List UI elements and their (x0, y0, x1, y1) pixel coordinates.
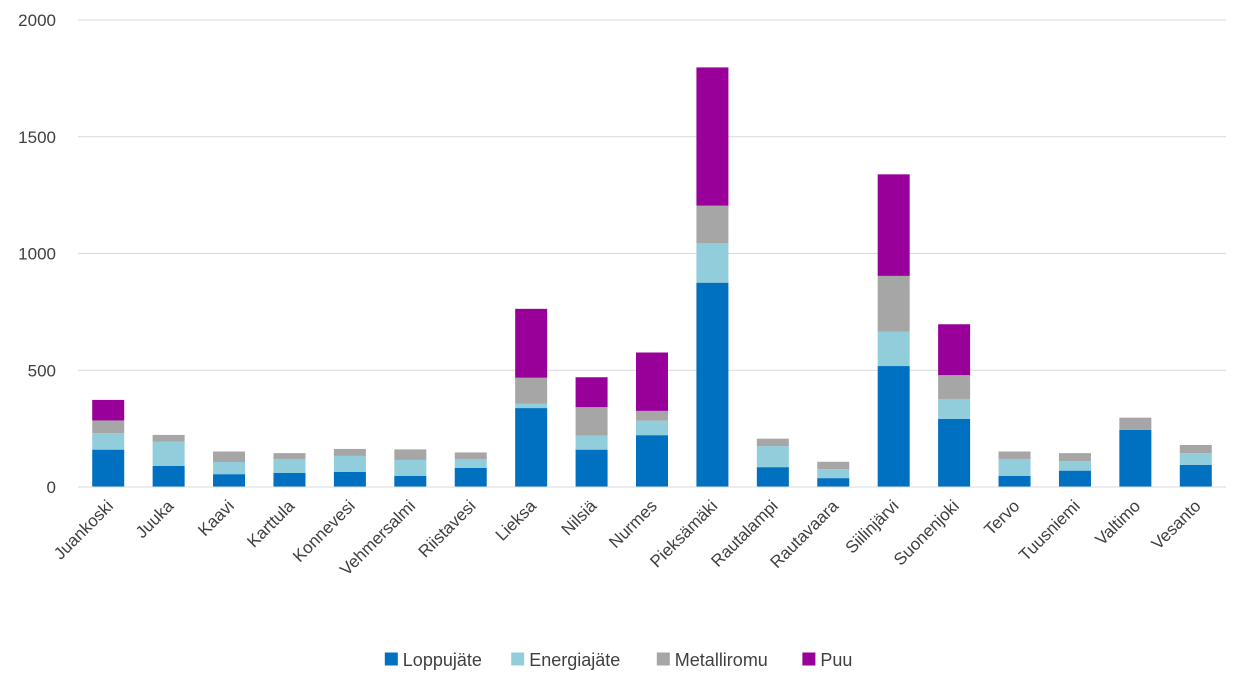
bar-segment-energiajäte (756, 446, 789, 468)
bar-segment-loppujäte (938, 418, 971, 487)
bar-segment-loppujäte (877, 366, 910, 487)
bar-segment-loppujäte (998, 475, 1031, 487)
bar-segment-puu (696, 67, 729, 206)
x-tick-label: Juuka (132, 496, 178, 542)
bar-segment-puu (636, 352, 668, 411)
bar-segment-puu (515, 308, 548, 378)
bar-segment-metalliromu (394, 449, 427, 460)
bar-segment-energiajäte (938, 398, 971, 419)
bar-segment-energiajäte (877, 331, 910, 367)
bar-segment-loppujäte (817, 478, 850, 487)
bar-segment-metalliromu (1119, 417, 1152, 430)
bar-segment-energiajäte (213, 462, 246, 475)
bar-segment-metalliromu (636, 410, 668, 421)
x-tick-label: Nilsiä (558, 496, 601, 539)
bar-segment-metalliromu (696, 205, 729, 243)
bar-segment-metalliromu (454, 452, 487, 459)
y-tick-label: 0 (47, 478, 56, 497)
bar-segment-energiajäte (394, 459, 427, 476)
bar-segment-metalliromu (877, 275, 910, 332)
bar-segment-energiajäte (152, 441, 185, 466)
x-tick-label: Tervo (981, 496, 1024, 539)
bar-segment-energiajäte (1179, 453, 1212, 465)
bar-segment-loppujäte (333, 471, 366, 487)
bar-segment-metalliromu (213, 451, 246, 463)
bar-segment-puu (92, 399, 125, 421)
y-tick-label: 1500 (18, 128, 56, 147)
bars (92, 67, 1212, 487)
x-tick-label: Valtimo (1092, 496, 1145, 549)
bar-segment-loppujäte (92, 449, 125, 487)
bar-segment-puu (938, 324, 971, 376)
bar-segment-metalliromu (817, 461, 850, 470)
bar-segment-puu (575, 377, 608, 408)
bar-segment-loppujäte (394, 475, 427, 487)
bar-segment-loppujäte (152, 465, 185, 487)
legend-swatch (802, 652, 816, 666)
bar-segment-puu (877, 174, 910, 276)
x-tick-label: Suonenjoki (890, 496, 963, 569)
legend-label: Loppujäte (403, 650, 482, 670)
bar-segment-energiajäte (998, 458, 1031, 476)
x-tick-label: Tuusniemi (1015, 496, 1083, 564)
x-tick-label: Vesanto (1148, 496, 1205, 553)
bar-segment-energiajäte (696, 242, 729, 283)
bar-segment-energiajäte (636, 420, 668, 436)
bar-segment-metalliromu (1058, 453, 1091, 462)
legend-swatch (656, 652, 670, 666)
legend-label: Metalliromu (675, 650, 768, 670)
bar-segment-energiajäte (515, 403, 548, 409)
bar-segment-metalliromu (273, 453, 306, 459)
bar-segment-metalliromu (998, 451, 1031, 459)
x-tick-label: Lieksa (492, 496, 541, 545)
bar-segment-energiajäte (333, 455, 366, 472)
bar-segment-metalliromu (515, 377, 548, 404)
bar-segment-energiajäte (1058, 461, 1091, 471)
y-tick-label: 2000 (18, 11, 56, 30)
bar-segment-energiajäte (454, 458, 487, 468)
x-tick-label: Siilinjärvi (842, 496, 903, 557)
bar-segment-metalliromu (333, 448, 366, 456)
legend: Loppujäte Energiajäte Metalliromu Puu (384, 650, 852, 670)
axes: 0 500 1000 1500 2000 Juankoski Juuka Kaavi Kartt… (18, 11, 1226, 579)
bar-segment-metalliromu (92, 420, 125, 434)
bar-segment-loppujäte (273, 472, 306, 487)
bar-segment-metalliromu (756, 438, 789, 447)
bar-segment-loppujäte (636, 435, 668, 487)
legend-swatch (384, 652, 398, 666)
bar-segment-loppujäte (1058, 470, 1091, 487)
bar-segment-loppujäte (515, 408, 548, 487)
bar-segment-energiajäte (817, 469, 850, 479)
x-tick-label: Kaavi (194, 496, 238, 540)
x-tick-label: Juankoski (50, 496, 117, 563)
bar-segment-energiajäte (575, 435, 608, 450)
legend-label: Puu (820, 650, 852, 670)
bar-segment-loppujäte (756, 467, 789, 487)
legend-label: Energiajäte (529, 650, 620, 670)
x-tick-label: Karttula (243, 496, 298, 551)
bar-segment-loppujäte (1119, 429, 1152, 487)
bar-segment-energiajäte (92, 433, 125, 450)
y-tick-label: 1000 (18, 245, 56, 264)
bar-segment-loppujäte (1179, 464, 1212, 487)
bar-segment-metalliromu (152, 434, 185, 442)
bar-segment-loppujäte (213, 474, 246, 487)
x-tick-label: Riistavesi (415, 496, 480, 561)
bar-segment-loppujäte (696, 282, 729, 487)
legend-swatch (511, 652, 525, 666)
x-tick-label: Nurmes (605, 496, 661, 552)
y-tick-label: 500 (28, 361, 56, 380)
bar-segment-loppujäte (575, 449, 608, 487)
bar-segment-metalliromu (1179, 444, 1212, 454)
bar-segment-metalliromu (938, 375, 971, 399)
bar-segment-energiajäte (273, 458, 306, 473)
bar-segment-metalliromu (575, 407, 608, 436)
bar-segment-loppujäte (454, 467, 487, 487)
